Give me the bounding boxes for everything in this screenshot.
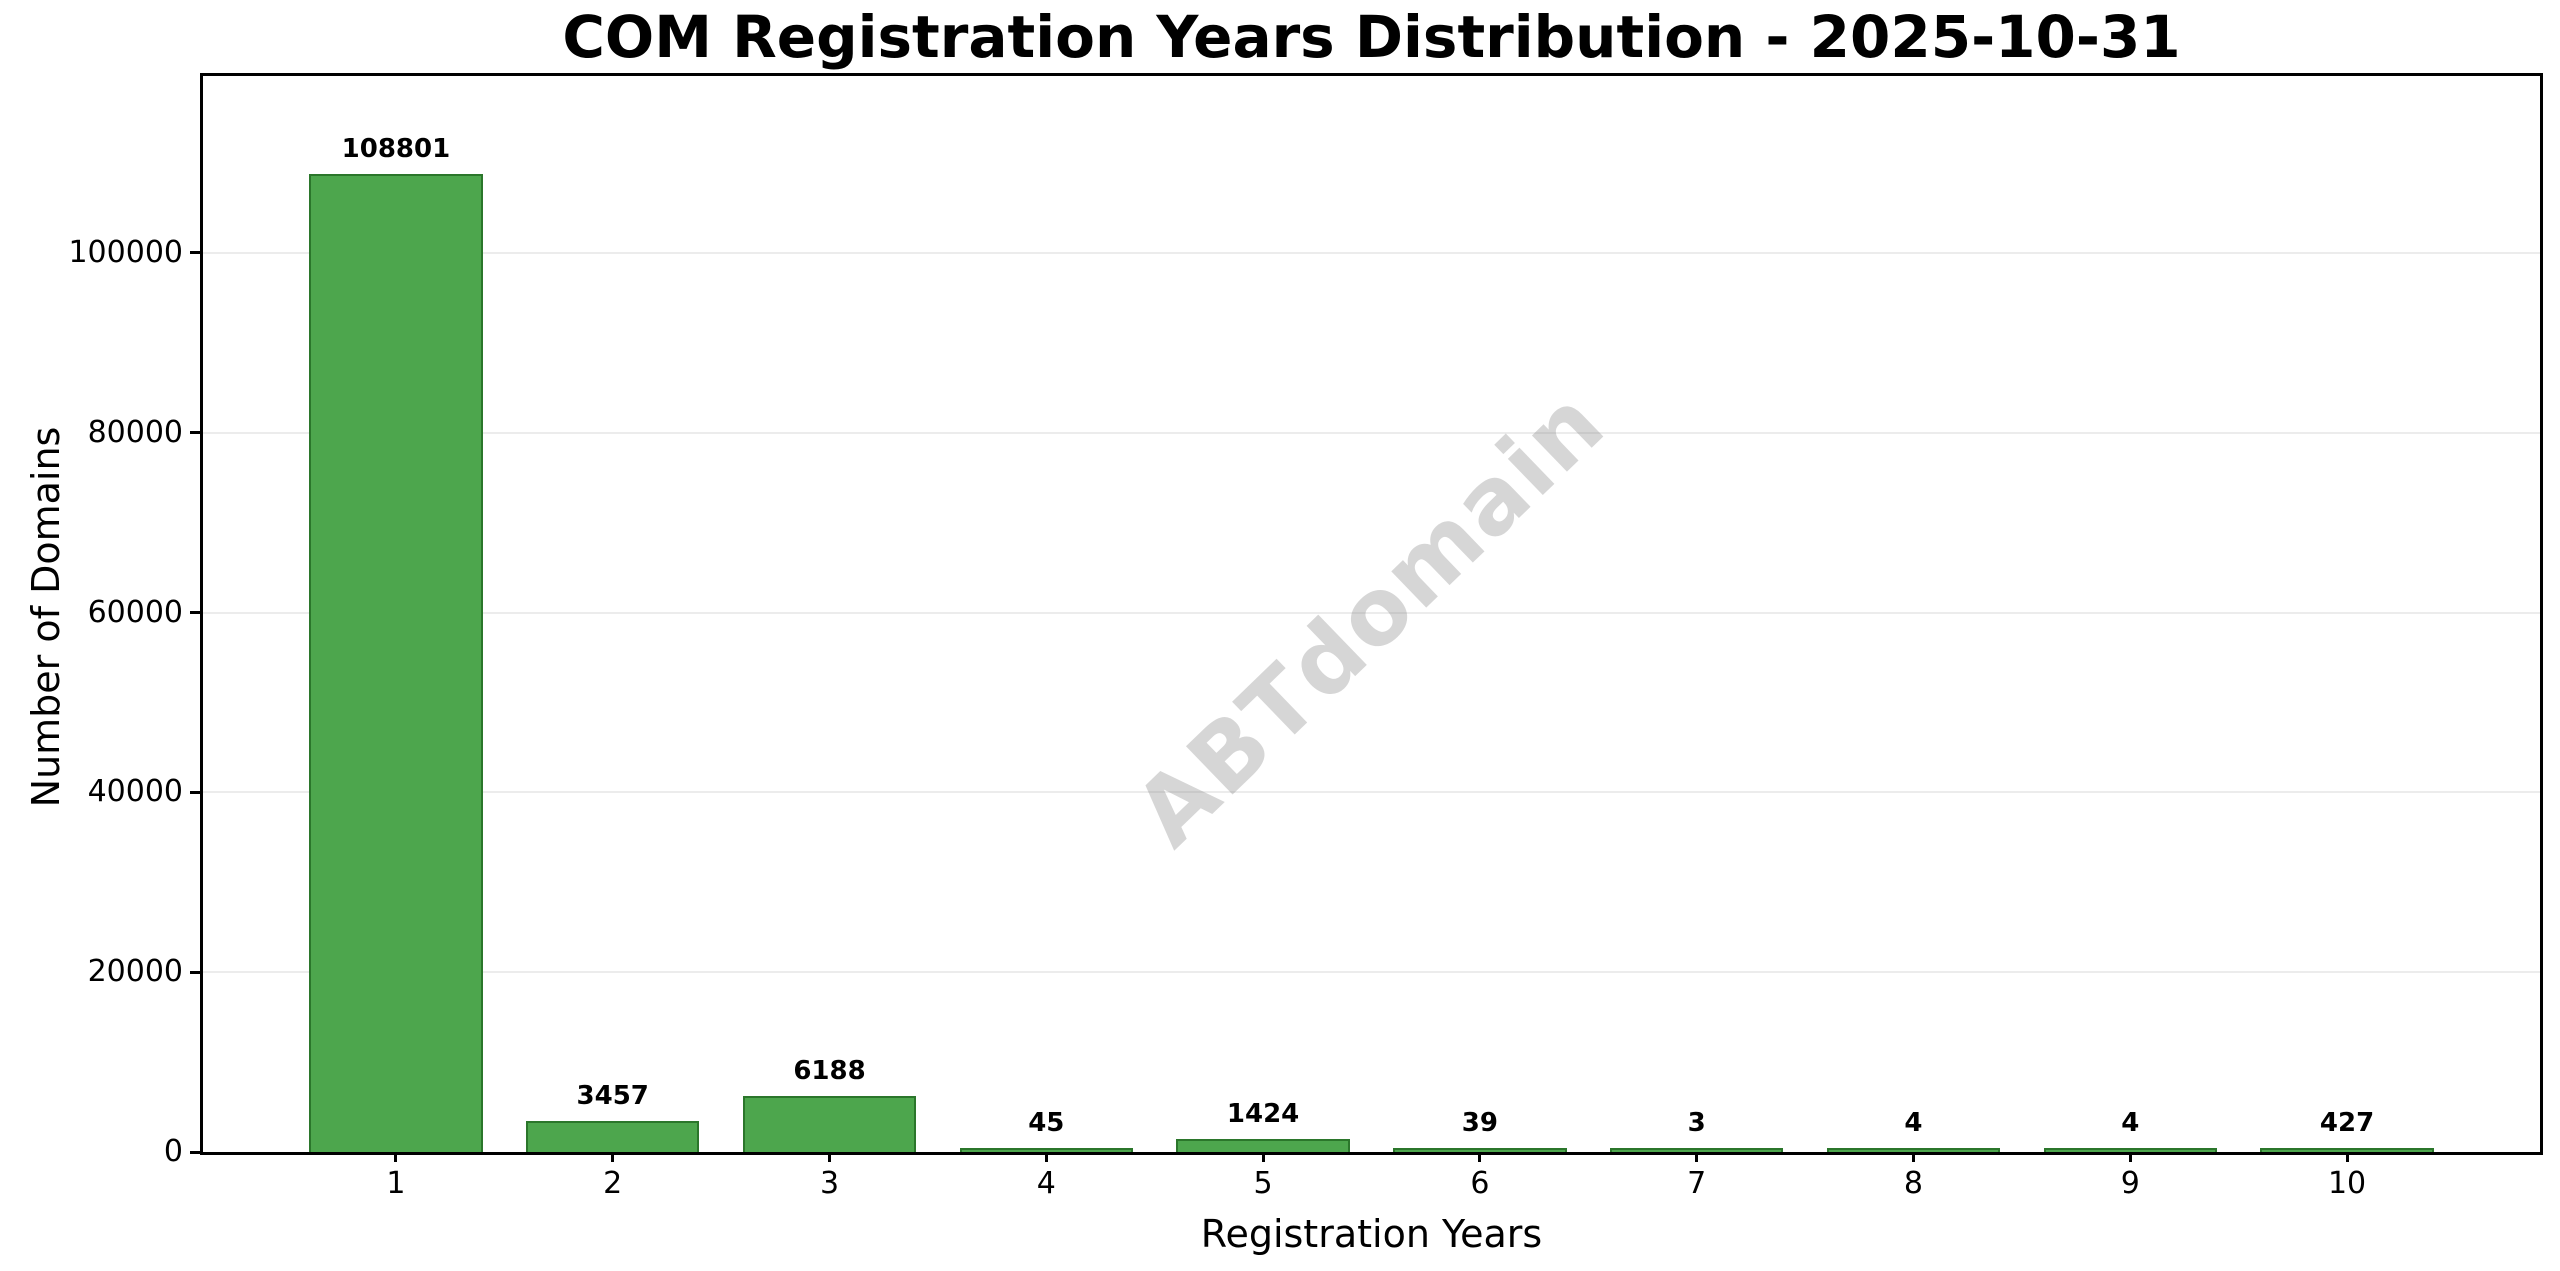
- bar-year-7: [1609, 1148, 1784, 1152]
- bar-value-label: 1424: [1226, 1099, 1300, 1130]
- y-tick-mark: [190, 611, 200, 615]
- y-tick-mark: [190, 970, 200, 974]
- bar-year-1: [309, 173, 483, 1152]
- bar-year-10: [2260, 1148, 2434, 1152]
- y-tick-label: 0: [163, 1134, 183, 1169]
- y-tick-mark: [190, 251, 200, 255]
- y-tick-mark: [190, 431, 200, 435]
- bar-year-5: [1176, 1139, 1350, 1152]
- x-tick-mark: [1911, 1152, 1915, 1162]
- y-tick-label: 60000: [87, 594, 183, 630]
- bar-value-label: 45: [1028, 1108, 1065, 1138]
- y-tick-mark: [190, 790, 200, 794]
- y-tick-mark: [190, 1150, 200, 1154]
- x-tick-mark: [2128, 1152, 2132, 1162]
- x-tick-mark: [394, 1152, 398, 1162]
- x-tick-label: 6: [1470, 1166, 1490, 1201]
- bar-value-label: 3: [1687, 1108, 1706, 1138]
- bar-year-2: [526, 1120, 700, 1152]
- x-tick-label: 10: [2327, 1166, 2367, 1201]
- x-tick-label: 3: [819, 1166, 840, 1201]
- bar-year-8: [1826, 1148, 2001, 1152]
- bar-value-label: 108801: [341, 133, 451, 164]
- x-tick-label: 9: [2120, 1166, 2140, 1201]
- y-tick-label: 20000: [87, 954, 183, 990]
- gridline: [203, 251, 2540, 254]
- bar-value-label: 39: [1461, 1108, 1498, 1138]
- x-tick-mark: [1044, 1152, 1048, 1162]
- y-tick-label: 40000: [87, 774, 183, 810]
- x-tick-mark: [2345, 1152, 2349, 1162]
- bar-value-label: 4: [1904, 1108, 1923, 1138]
- x-tick-label: 2: [603, 1166, 623, 1201]
- chart-title: COM Registration Years Distribution - 20…: [562, 3, 2181, 71]
- x-tick-label: 4: [1036, 1166, 1056, 1201]
- x-tick-mark: [1478, 1152, 1482, 1162]
- gridline: [203, 791, 2540, 794]
- x-tick-label: 5: [1253, 1166, 1273, 1201]
- bar-year-4: [959, 1148, 1134, 1152]
- x-tick-mark: [1695, 1152, 1699, 1162]
- bar-value-label: 427: [2319, 1108, 2375, 1138]
- x-tick-label: 1: [386, 1166, 406, 1201]
- bar-value-label: 4: [2121, 1108, 2140, 1138]
- y-tick-label: 80000: [87, 414, 183, 450]
- bar-value-label: 3457: [576, 1080, 649, 1111]
- x-tick-mark: [828, 1152, 832, 1162]
- gridline: [203, 431, 2540, 434]
- plot-area: ABTdomain 108801 3457 6188 45 1424 39 3 4 4 427: [200, 73, 2543, 1155]
- x-axis-label: Registration Years: [1200, 1212, 1543, 1256]
- bar-year-3: [742, 1096, 917, 1152]
- bar-year-6: [1393, 1148, 1567, 1152]
- gridline: [203, 971, 2540, 974]
- bar-year-9: [2043, 1148, 2217, 1152]
- gridline: [203, 611, 2540, 614]
- bar-value-label: 6188: [793, 1056, 866, 1087]
- y-tick-label: 100000: [68, 234, 183, 270]
- x-tick-label: 8: [1903, 1166, 1924, 1201]
- x-tick-label: 7: [1687, 1166, 1707, 1201]
- x-tick-mark: [611, 1152, 615, 1162]
- x-tick-mark: [1261, 1152, 1265, 1162]
